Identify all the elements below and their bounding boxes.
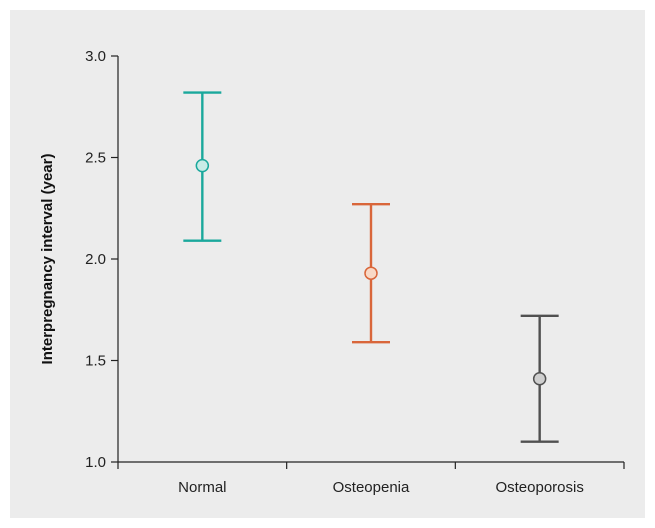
x-tick-label: Normal: [178, 479, 226, 496]
y-tick-label: 1.5: [85, 353, 106, 370]
data-point-osteoporosis: [532, 372, 547, 386]
y-tick-label: 3.0: [85, 48, 106, 65]
y-axis-title: Interpregnancy interval (year): [39, 154, 56, 365]
x-tick-label: Osteoporosis: [495, 479, 583, 496]
data-point-normal: [195, 158, 210, 173]
y-tick-label: 2.5: [85, 150, 106, 167]
y-tick-label: 1.0: [85, 454, 106, 471]
x-tick-label: Osteopenia: [333, 479, 410, 496]
data-point-osteopenia: [364, 266, 378, 280]
y-tick-label: 2.0: [85, 251, 106, 268]
